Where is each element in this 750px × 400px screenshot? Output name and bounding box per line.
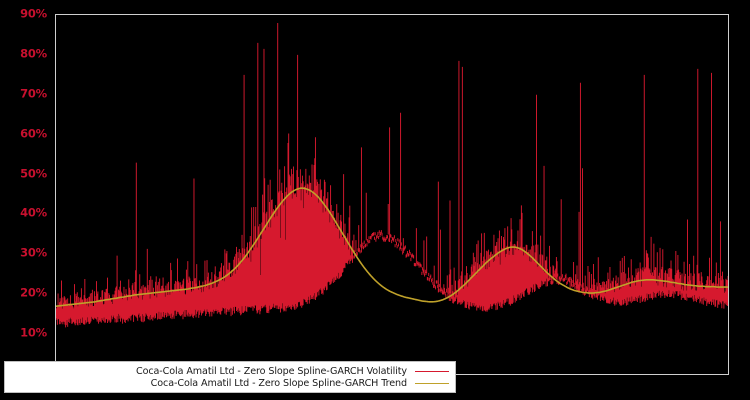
y-tick-label: 10% xyxy=(20,325,47,340)
legend-label-volatility: Coca-Cola Amatil Ltd - Zero Slope Spline… xyxy=(135,365,407,377)
y-tick-label: 40% xyxy=(20,205,47,220)
y-tick-label: 90% xyxy=(20,6,47,21)
y-tick-label: 50% xyxy=(20,165,47,180)
y-tick-label: 80% xyxy=(20,46,47,61)
legend-entry-volatility: Coca-Cola Amatil Ltd - Zero Slope Spline… xyxy=(9,365,449,377)
y-tick-label: 30% xyxy=(20,245,47,260)
chart-canvas xyxy=(56,22,728,328)
legend-swatch-trend xyxy=(415,382,449,384)
y-tick-label: 60% xyxy=(20,125,47,140)
legend-entry-trend: Coca-Cola Amatil Ltd - Zero Slope Spline… xyxy=(9,377,449,389)
legend-swatch-volatility xyxy=(415,370,449,372)
y-tick-label: 20% xyxy=(20,285,47,300)
y-tick-label: 70% xyxy=(20,86,47,101)
chart-legend: Coca-Cola Amatil Ltd - Zero Slope Spline… xyxy=(4,361,456,393)
legend-label-trend: Coca-Cola Amatil Ltd - Zero Slope Spline… xyxy=(150,377,407,389)
trend-series xyxy=(56,187,728,307)
volatility-spike-path xyxy=(56,22,728,328)
plot-area xyxy=(55,14,729,375)
volatility-series xyxy=(56,22,728,328)
